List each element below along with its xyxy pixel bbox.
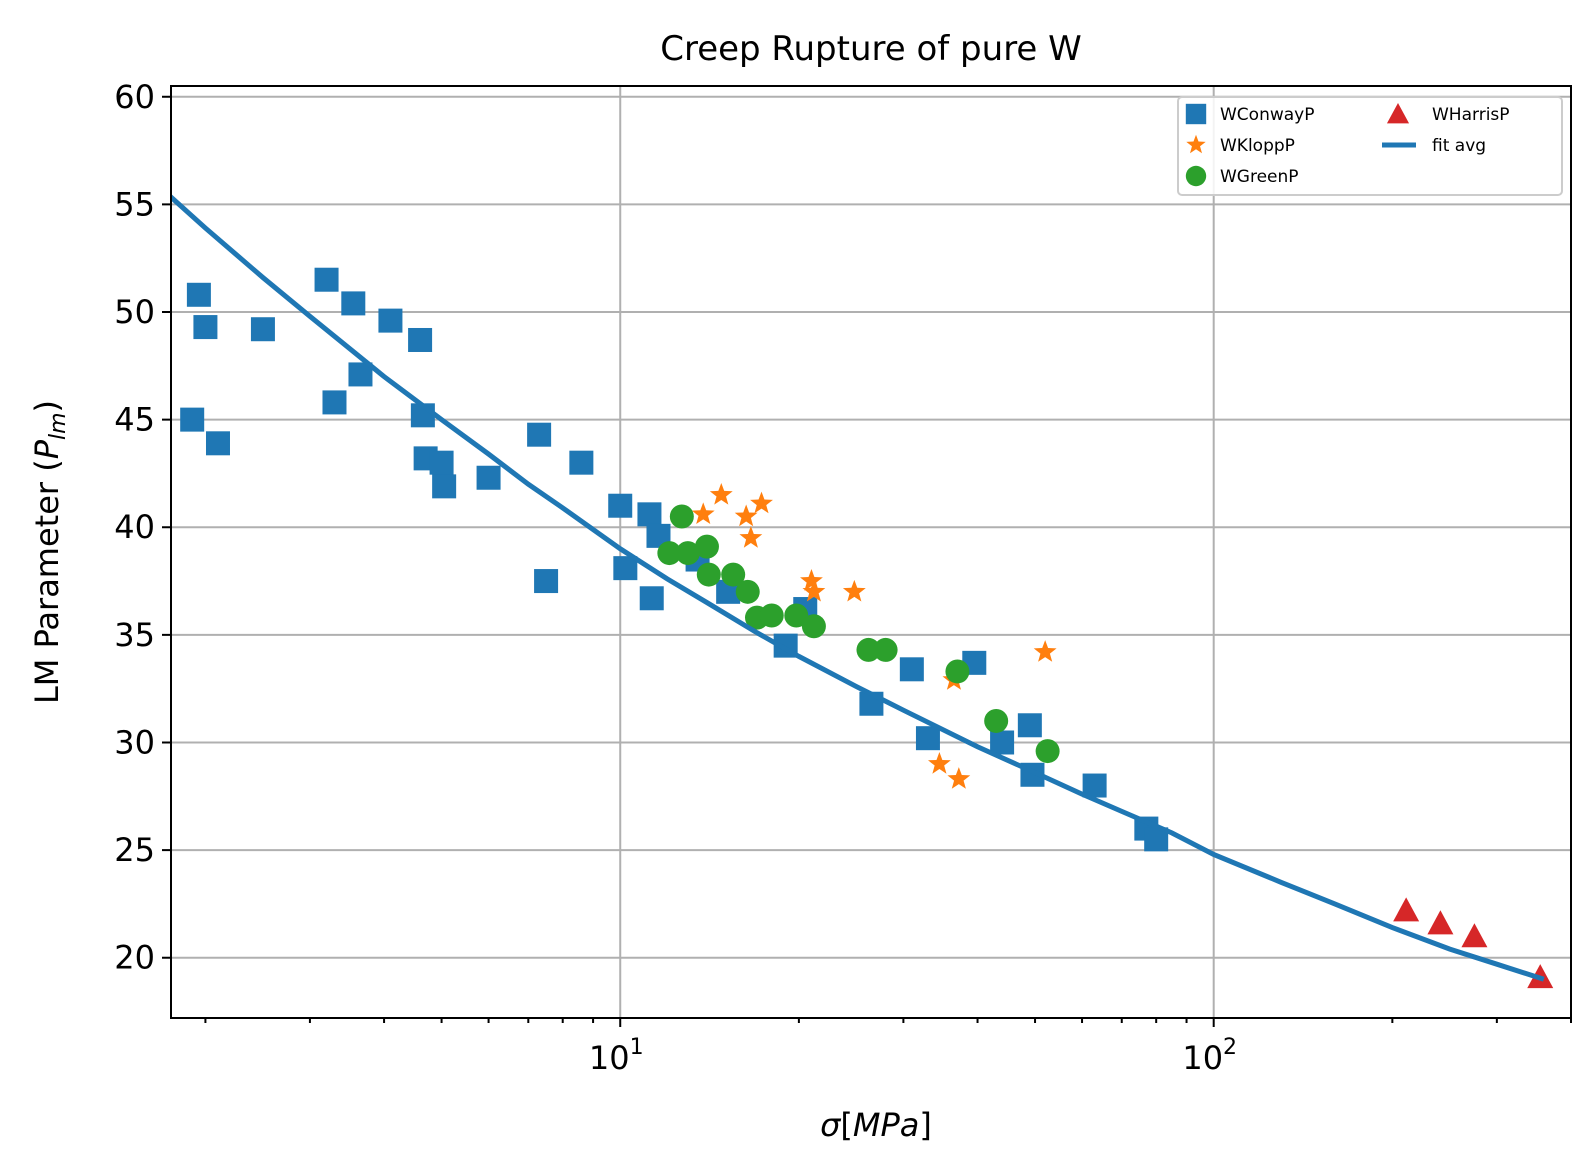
legend-swatch-wgreenp bbox=[1185, 165, 1207, 187]
point-wkloppp bbox=[709, 482, 733, 505]
point-wgreenp bbox=[1035, 739, 1060, 764]
y-tick-label: 25 bbox=[114, 831, 155, 869]
point-wgreenp bbox=[696, 562, 721, 587]
point-wkloppp bbox=[734, 504, 758, 527]
point-wgreenp bbox=[675, 541, 700, 566]
point-wconwayp bbox=[378, 308, 403, 333]
point-wconwayp bbox=[205, 431, 230, 456]
y-axis-ticks: 20 25 30 35 40 45 50 55 60 bbox=[114, 78, 171, 977]
point-wconwayp bbox=[408, 327, 433, 352]
legend-label-fit-avg: fit avg bbox=[1432, 136, 1486, 156]
point-wkloppp bbox=[842, 579, 866, 602]
point-wconwayp bbox=[432, 474, 457, 499]
legend-label-wharrisp: WHarrisP bbox=[1432, 105, 1510, 125]
point-wconwayp bbox=[429, 450, 454, 475]
point-wconwayp bbox=[193, 315, 218, 340]
point-wkloppp bbox=[928, 752, 951, 774]
legend-swatch-wconwayp bbox=[1185, 103, 1207, 125]
y-tick-label: 60 bbox=[114, 78, 155, 116]
point-wconwayp bbox=[608, 493, 633, 518]
point-wconwayp bbox=[1017, 713, 1042, 738]
point-wkloppp bbox=[1033, 640, 1057, 662]
legend-box bbox=[1177, 96, 1563, 196]
x-tick-label: 102 bbox=[1182, 1035, 1237, 1077]
point-wconwayp bbox=[527, 422, 552, 447]
legend-swatch-wkloppp bbox=[1186, 134, 1206, 154]
point-wconwayp bbox=[915, 726, 940, 751]
point-wgreenp bbox=[873, 637, 898, 662]
point-wgreenp bbox=[721, 562, 746, 587]
point-wharrisp bbox=[1461, 923, 1488, 948]
point-wgreenp bbox=[759, 603, 784, 628]
chart-title: Creep Rupture of pure W bbox=[660, 29, 1082, 69]
point-wkloppp bbox=[739, 526, 763, 548]
point-wgreenp bbox=[945, 659, 970, 684]
y-axis-label: LM Parameter (Plm) bbox=[28, 400, 71, 704]
point-wkloppp bbox=[802, 579, 826, 602]
grid-lines bbox=[171, 86, 1571, 1018]
point-wconwayp bbox=[990, 730, 1015, 755]
y-tick-label: 20 bbox=[114, 939, 155, 977]
point-wconwayp bbox=[639, 586, 664, 611]
plot-data-area bbox=[171, 193, 1554, 989]
point-wconwayp bbox=[180, 407, 205, 432]
point-wkloppp bbox=[947, 767, 971, 789]
x-axis-label: σ[MPa] bbox=[820, 1106, 932, 1144]
y-tick-label: 30 bbox=[114, 723, 155, 761]
legend-label-wgreenp: WGreenP bbox=[1220, 167, 1299, 187]
point-wconwayp bbox=[899, 657, 924, 682]
point-wconwayp bbox=[186, 282, 211, 307]
legend-label-wconwayp: WConwayP bbox=[1220, 105, 1315, 125]
point-wharrisp bbox=[1393, 897, 1420, 922]
point-wconwayp bbox=[476, 465, 501, 490]
point-wgreenp bbox=[784, 603, 809, 628]
x-tick-label: 101 bbox=[589, 1035, 644, 1077]
point-wgreenp bbox=[694, 534, 719, 559]
point-wconwayp bbox=[250, 317, 275, 342]
legend-label-wkloppp: WKloppP bbox=[1220, 136, 1295, 156]
point-wconwayp bbox=[534, 569, 559, 594]
y-tick-label: 40 bbox=[114, 508, 155, 546]
legend-swatch-wharrisp bbox=[1386, 102, 1410, 124]
axes-frame bbox=[170, 85, 1572, 1019]
point-wkloppp bbox=[800, 569, 823, 591]
x-axis-ticks: 101 102 bbox=[204, 1018, 1572, 1077]
point-wgreenp bbox=[657, 541, 682, 566]
point-wharrisp bbox=[1427, 910, 1454, 935]
y-tick-label: 45 bbox=[114, 401, 155, 439]
point-wconwayp bbox=[322, 390, 347, 415]
point-wconwayp bbox=[637, 502, 662, 527]
point-wkloppp bbox=[750, 491, 773, 514]
series-fit-avg-line bbox=[171, 193, 1545, 982]
point-wgreenp bbox=[801, 614, 826, 639]
point-wgreenp bbox=[984, 708, 1009, 733]
y-tick-label: 55 bbox=[114, 185, 155, 223]
point-wconwayp bbox=[569, 450, 594, 475]
point-wkloppp bbox=[691, 502, 715, 525]
point-wconwayp bbox=[314, 267, 339, 292]
point-wgreenp bbox=[735, 579, 760, 604]
point-wgreenp bbox=[856, 637, 881, 662]
point-wconwayp bbox=[341, 291, 366, 316]
y-tick-label: 50 bbox=[114, 293, 155, 331]
y-tick-label: 35 bbox=[114, 616, 155, 654]
point-wgreenp bbox=[669, 504, 694, 529]
legend: WConwayP WKloppP WGreenP WHarrisP fit avg bbox=[1177, 96, 1563, 196]
